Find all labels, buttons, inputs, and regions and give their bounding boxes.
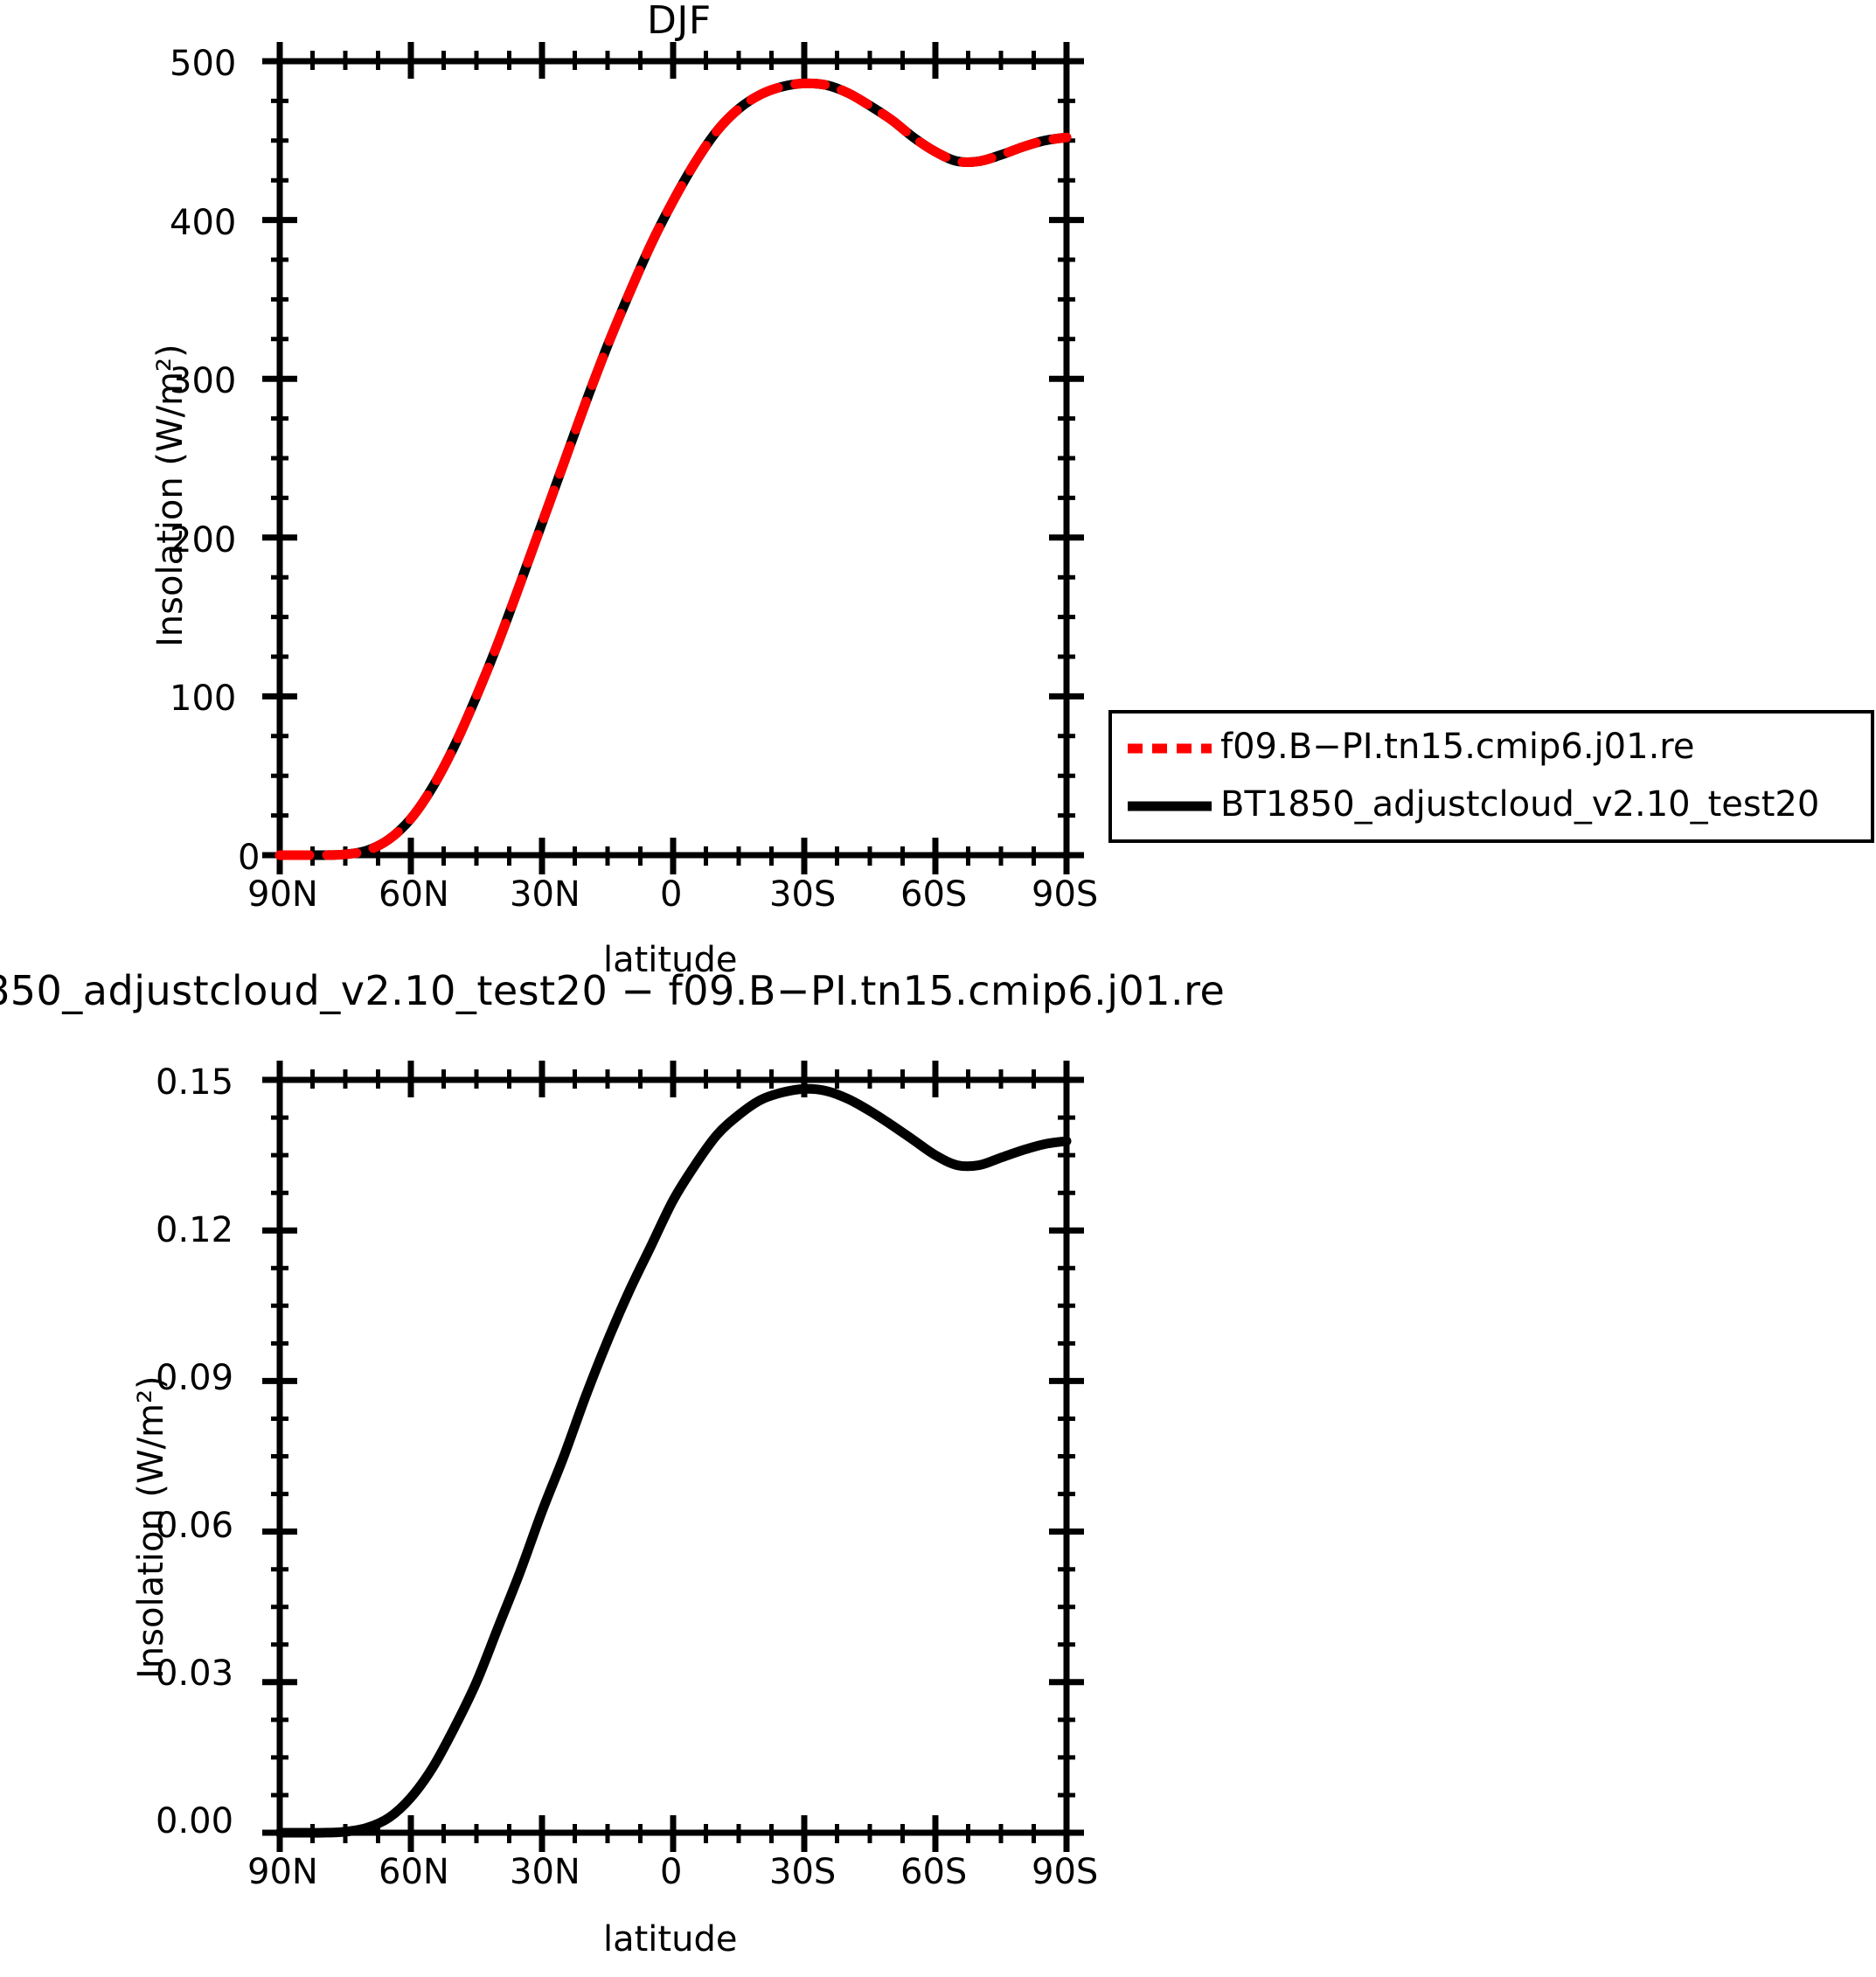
bottom-ytick-label-015: 0.15 bbox=[156, 1062, 234, 1103]
top-plot-minor-ticks bbox=[271, 51, 1075, 866]
top-xtick-label-60n: 60N bbox=[379, 874, 449, 915]
legend-label-0: f09.B−PI.tn15.cmip6.j01.re bbox=[1220, 727, 1695, 767]
top-xtick-label-30s: 30S bbox=[769, 874, 837, 915]
bottom-ytick-label-006: 0.06 bbox=[156, 1506, 234, 1546]
legend-swatch-dashed-red bbox=[1126, 742, 1213, 754]
bottom-xtick-label-30s: 30S bbox=[769, 1852, 837, 1892]
bottom-xtick-label-30n: 30N bbox=[510, 1852, 580, 1892]
bottom-xtick-label-90n: 90N bbox=[247, 1852, 318, 1892]
bottom-ytick-label-003: 0.03 bbox=[156, 1653, 234, 1694]
top-xtick-label-90n: 90N bbox=[247, 874, 318, 915]
top-ytick-label-0: 0 bbox=[238, 838, 261, 878]
bottom-xtick-label-90s: 90S bbox=[1032, 1852, 1099, 1892]
legend-entry-0[interactable]: f09.B−PI.tn15.cmip6.j01.re bbox=[1126, 729, 1694, 764]
legend-entry-1[interactable]: BT1850_adjustcloud_v2.10_test20 bbox=[1126, 787, 1819, 822]
bottom-ytick-label-000: 0.00 bbox=[156, 1801, 234, 1841]
top-x-axis-label: latitude bbox=[603, 940, 738, 980]
top-xtick-label-0: 0 bbox=[660, 874, 683, 915]
bottom-ytick-label-012: 0.12 bbox=[156, 1210, 234, 1250]
top-plot-title: DJF bbox=[647, 0, 712, 43]
legend-label-1: BT1850_adjustcloud_v2.10_test20 bbox=[1220, 784, 1820, 825]
top-ytick-label-500: 500 bbox=[170, 44, 237, 84]
bottom-x-axis-label: latitude bbox=[603, 1919, 738, 1960]
top-plot-drawing bbox=[262, 42, 1084, 874]
top-ytick-label-200: 200 bbox=[170, 520, 237, 560]
bottom-plot-major-ticks bbox=[262, 1061, 1084, 1852]
top-ytick-label-300: 300 bbox=[170, 361, 237, 401]
top-xtick-label-30n: 30N bbox=[510, 874, 580, 915]
bottom-plot-title: 850_adjustcloud_v2.10_test20 − f09.B−PI.… bbox=[0, 967, 1226, 1014]
bottom-ytick-label-009: 0.09 bbox=[156, 1358, 234, 1398]
bottom-series-black-line bbox=[274, 1083, 1072, 1838]
top-xtick-label-60s: 60S bbox=[900, 874, 968, 915]
top-plot-major-ticks bbox=[262, 42, 1084, 874]
legend-swatch-solid-black bbox=[1126, 800, 1213, 811]
bottom-plot-minor-ticks bbox=[271, 1069, 1075, 1843]
top-ytick-label-400: 400 bbox=[170, 203, 237, 243]
bottom-xtick-label-60n: 60N bbox=[379, 1852, 449, 1892]
top-xtick-label-90s: 90S bbox=[1032, 874, 1099, 915]
bottom-xtick-label-60s: 60S bbox=[900, 1852, 968, 1892]
top-ytick-label-100: 100 bbox=[170, 679, 237, 719]
top-series-red-line bbox=[274, 78, 1072, 860]
bottom-xtick-label-0: 0 bbox=[660, 1852, 683, 1892]
legend[interactable]: f09.B−PI.tn15.cmip6.j01.re BT1850_adjust… bbox=[1108, 710, 1874, 843]
